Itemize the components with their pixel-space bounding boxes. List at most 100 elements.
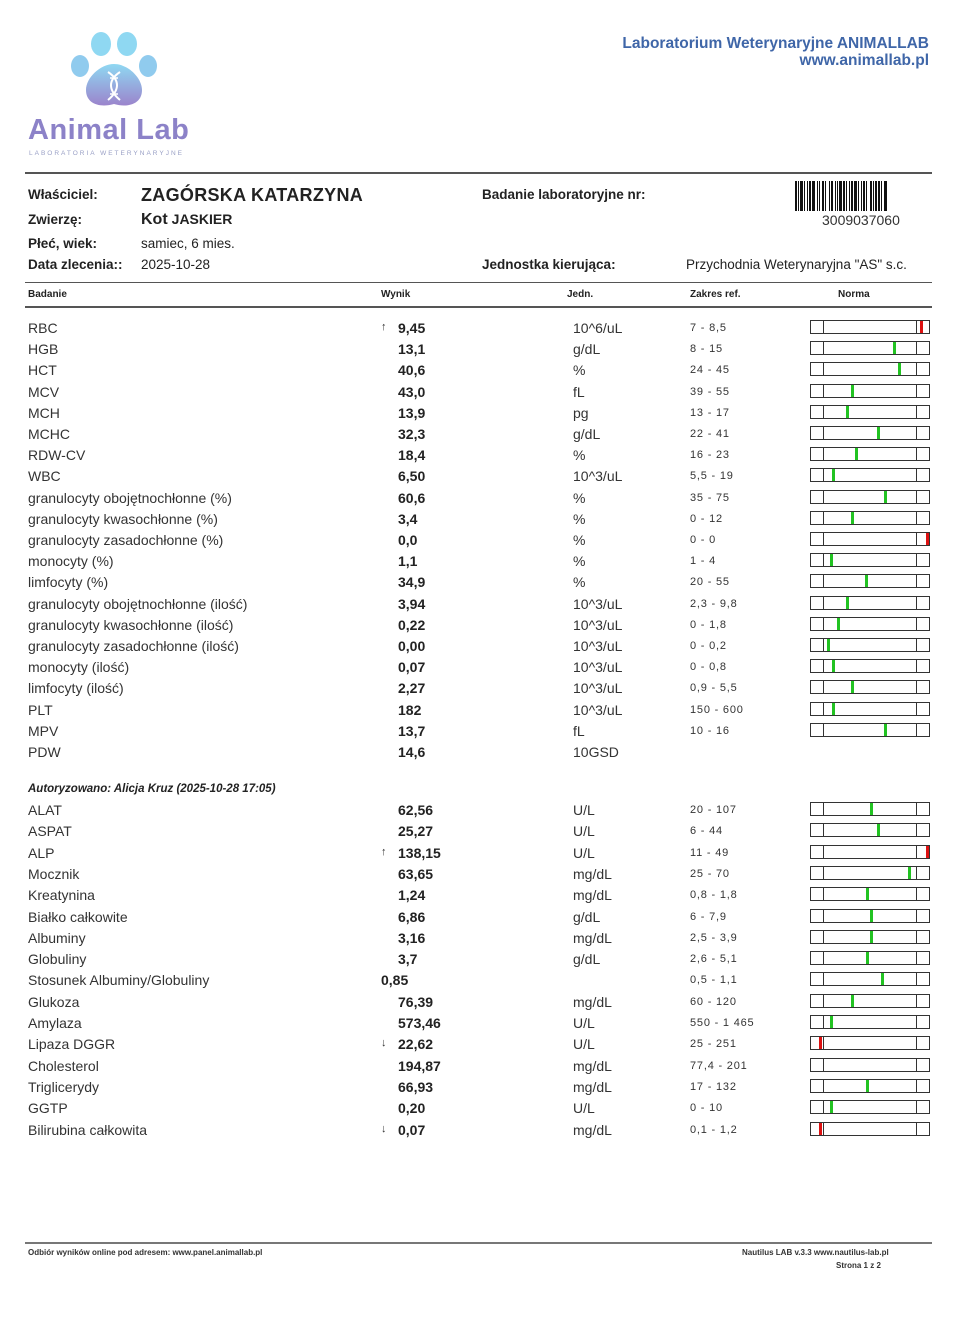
norm-bar-high-tick xyxy=(916,952,917,964)
norm-bar-high-tick xyxy=(916,512,917,524)
norm-bar-low-tick xyxy=(823,533,824,545)
norm-marker xyxy=(870,803,873,815)
norm-bar-low-tick xyxy=(823,448,824,460)
result-row: GGTP 0,20 U/L 0 - 10 xyxy=(0,1100,959,1121)
column-header-unit: Jedn. xyxy=(567,289,593,300)
test-result: 76,39 xyxy=(398,994,433,1010)
test-name: HCT xyxy=(28,362,57,378)
norm-bar xyxy=(810,341,930,355)
result-row: Albuminy 3,16 mg/dL 2,5 - 3,9 xyxy=(0,930,959,951)
test-name: MCHC xyxy=(28,426,70,442)
sex-age-label: Płeć, wiek: xyxy=(28,236,97,251)
test-name: Stosunek Albuminy/Globuliny xyxy=(28,972,209,988)
norm-bar-high-tick xyxy=(916,427,917,439)
norm-bar-low-tick xyxy=(823,597,824,609)
norm-bar-low-tick xyxy=(823,363,824,375)
test-unit: g/dL xyxy=(573,951,600,967)
result-row: Glukoza 76,39 mg/dL 60 - 120 xyxy=(0,994,959,1015)
reference-range: 0 - 10 xyxy=(690,1102,723,1114)
result-row: Bilirubina całkowita ↓ 0,07 mg/dL 0,1 - 1,2 xyxy=(0,1122,959,1143)
norm-bar-low-tick xyxy=(823,512,824,524)
test-name: PLT xyxy=(28,702,53,718)
test-name: Kreatynina xyxy=(28,887,95,903)
test-unit: % xyxy=(573,532,585,548)
norm-bar xyxy=(810,1122,930,1136)
reference-range: 77,4 - 201 xyxy=(690,1060,748,1072)
norm-marker xyxy=(881,973,884,985)
test-result: 6,86 xyxy=(398,909,425,925)
lab-url[interactable]: www.animallab.pl xyxy=(622,52,929,69)
norm-bar xyxy=(810,320,930,334)
norm-bar-high-tick xyxy=(916,867,917,879)
test-unit: 10^3/uL xyxy=(573,617,622,633)
test-name: Triglicerydy xyxy=(28,1079,99,1095)
test-name: MCH xyxy=(28,405,60,421)
owner-name: ZAGÓRSKA KATARZYNA xyxy=(141,185,363,206)
norm-bar-high-tick xyxy=(916,469,917,481)
reference-range: 0 - 0,2 xyxy=(690,640,727,652)
norm-bar xyxy=(810,596,930,610)
test-unit: 10^3/uL xyxy=(573,680,622,696)
result-row: ALP ↑ 138,15 U/L 11 - 49 xyxy=(0,845,959,866)
result-row: HCT 40,6% 24 - 45 xyxy=(0,362,959,383)
reference-range: 0 - 0,8 xyxy=(690,661,727,673)
test-name: monocyty (%) xyxy=(28,553,114,569)
norm-bar-low-tick xyxy=(823,385,824,397)
test-result: 13,9 xyxy=(398,405,425,421)
reference-range: 550 - 1 465 xyxy=(690,1017,754,1029)
test-name: HGB xyxy=(28,341,58,357)
reference-range: 0,1 - 1,2 xyxy=(690,1124,738,1136)
norm-marker xyxy=(837,618,840,630)
norm-bar-high-tick xyxy=(916,910,917,922)
test-unit: 10^3/uL xyxy=(573,702,622,718)
norm-bar-low-tick xyxy=(823,575,824,587)
footer-software: Nautilus LAB v.3.3 www.nautilus-lab.pl xyxy=(742,1248,889,1257)
reference-range: 6 - 44 xyxy=(690,825,723,837)
norm-bar xyxy=(810,951,930,965)
result-row: MCHC 32,3 g/dL 22 - 41 xyxy=(0,426,959,447)
test-unit: g/dL xyxy=(573,426,600,442)
test-result: 0,07 xyxy=(398,1122,425,1138)
brand-name: Animal Lab xyxy=(28,114,189,147)
test-unit: 10^3/uL xyxy=(573,596,622,612)
column-header-divider xyxy=(25,306,932,308)
result-row: HGB 13,1 g/dL 8 - 15 xyxy=(0,341,959,362)
norm-marker xyxy=(830,1016,833,1028)
reference-range: 25 - 70 xyxy=(690,868,730,880)
norm-bar xyxy=(810,1079,930,1093)
norm-bar-low-tick xyxy=(823,469,824,481)
norm-marker xyxy=(866,1080,869,1092)
reference-range: 2,3 - 9,8 xyxy=(690,598,738,610)
norm-bar-high-tick xyxy=(916,597,917,609)
result-row: Globuliny 3,7 g/dL 2,6 - 5,1 xyxy=(0,951,959,972)
reference-range: 13 - 17 xyxy=(690,407,730,419)
norm-marker xyxy=(851,512,854,524)
test-name: PDW xyxy=(28,744,61,760)
norm-bar-high-tick xyxy=(916,1059,917,1071)
test-unit: U/L xyxy=(573,1036,595,1052)
test-unit: 10^3/uL xyxy=(573,468,622,484)
test-unit: 10^3/uL xyxy=(573,659,622,675)
reference-range: 2,6 - 5,1 xyxy=(690,953,738,965)
test-result: 34,9 xyxy=(398,574,425,590)
norm-bar-high-tick xyxy=(916,824,917,836)
norm-marker xyxy=(908,867,911,879)
norm-bar xyxy=(810,972,930,986)
norm-bar xyxy=(810,680,930,694)
result-row: granulocyty zasadochłonne (%) 0,0% 0 - 0 xyxy=(0,532,959,553)
test-unit: fL xyxy=(573,723,585,739)
result-row: granulocyty kwasochłonne (%) 3,4% 0 - 12 xyxy=(0,511,959,532)
norm-bar xyxy=(810,1058,930,1072)
test-name: ALP xyxy=(28,845,54,861)
test-unit: % xyxy=(573,490,585,506)
test-name: limfocyty (%) xyxy=(28,574,108,590)
test-name: granulocyty kwasochłonne (%) xyxy=(28,511,218,527)
norm-marker xyxy=(866,888,869,900)
test-result: 3,4 xyxy=(398,511,417,527)
test-result: 0,07 xyxy=(398,659,425,675)
result-row: Białko całkowite 6,86 g/dL 6 - 7,9 xyxy=(0,909,959,930)
result-row: granulocyty zasadochłonne (ilość) 0,00 10^… xyxy=(0,638,959,659)
test-name: granulocyty kwasochłonne (ilość) xyxy=(28,617,233,633)
norm-bar xyxy=(810,909,930,923)
test-result: 182 xyxy=(398,702,421,718)
